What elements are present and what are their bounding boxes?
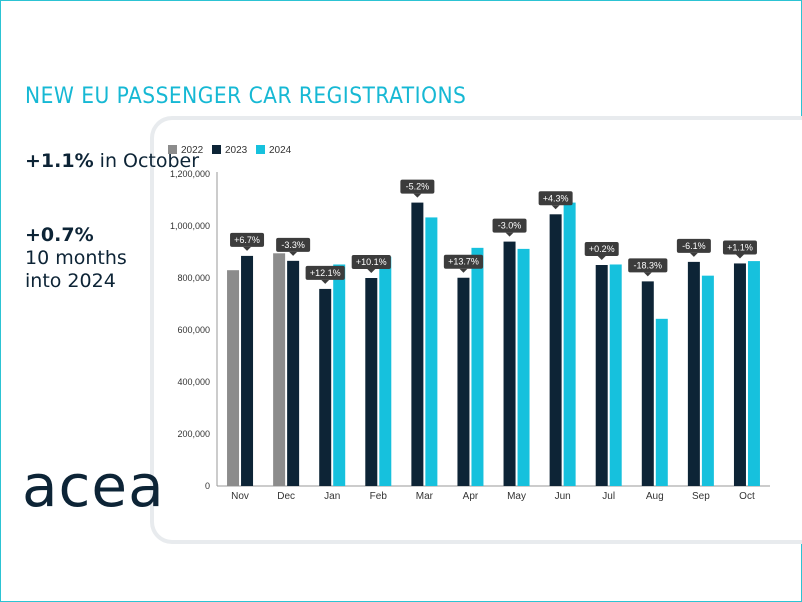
annotation-label-jan: +12.1% [310, 268, 341, 278]
annotation-box-jun [538, 191, 573, 206]
ytd-growth-value: +0.7% [25, 224, 94, 246]
legend-swatch-2023 [212, 145, 221, 154]
annotation-pointer-dec [289, 251, 298, 256]
x-tick-label-nov: Nov [231, 491, 249, 502]
x-tick-label-mar: Mar [416, 491, 434, 502]
bar-oct-2024 [747, 261, 760, 486]
bar-jun-2024 [563, 202, 576, 486]
legend-swatch-2022 [168, 145, 177, 154]
bar-jan-2023 [319, 288, 332, 486]
x-tick-label-jan: Jan [324, 491, 340, 502]
bar-dec-2023 [287, 260, 300, 486]
annotation-pointer-mar [413, 193, 422, 198]
october-growth-stat: +1.1% in October [25, 150, 199, 173]
bar-jan-2024 [333, 264, 346, 486]
ytd-growth-label-2: into 2024 [25, 270, 116, 292]
bar-feb-2023 [365, 278, 378, 486]
x-tick-label-jun: Jun [555, 491, 571, 502]
annotation-pointer-sep [689, 252, 698, 257]
legend-label-2022: 2022 [181, 145, 204, 156]
x-tick-label-may: May [507, 491, 526, 502]
x-tick-label-aug: Aug [646, 491, 664, 502]
annotation-label-nov: +6.7% [234, 235, 260, 245]
y-tick-label: 800,000 [177, 273, 210, 283]
bar-feb-2024 [379, 256, 392, 486]
bar-jun-2023 [549, 214, 562, 487]
y-tick-label: 0 [205, 481, 210, 491]
bar-apr-2023 [457, 277, 470, 486]
chart-title: NEW EU PASSENGER CAR REGISTRATIONS [25, 84, 467, 109]
x-tick-label-feb: Feb [370, 491, 388, 502]
bar-aug-2023 [641, 281, 654, 486]
annotation-label-jun: +4.3% [543, 193, 569, 203]
annotation-pointer-jul [597, 256, 606, 260]
x-tick-label-apr: Apr [463, 491, 479, 502]
bar-nov-2022 [227, 270, 240, 486]
acea-logo: acea [22, 452, 165, 520]
bar-may-2023 [503, 241, 516, 486]
x-tick-label-dec: Dec [277, 491, 295, 502]
annotation-pointer-jan [321, 279, 330, 284]
bar-dec-2022 [273, 253, 286, 486]
annotation-box-sep [676, 238, 711, 253]
bar-may-2024 [517, 248, 530, 486]
annotation-box-apr [443, 254, 484, 269]
legend-label-2024: 2024 [269, 145, 292, 156]
annotation-label-mar: -5.2% [406, 182, 430, 192]
annotation-box-may [492, 218, 527, 233]
bar-nov-2023 [241, 255, 254, 486]
annotation-label-feb: +10.1% [356, 257, 387, 267]
october-growth-value: +1.1% [25, 150, 94, 172]
x-tick-label-oct: Oct [739, 491, 755, 502]
annotation-box-mar [400, 179, 435, 194]
y-tick-label: 1,200,000 [170, 169, 210, 179]
annotation-label-dec: -3.3% [281, 240, 305, 250]
annotation-box-oct [722, 240, 757, 255]
bar-sep-2023 [687, 261, 700, 486]
annotation-label-apr: +13.7% [448, 257, 479, 267]
y-tick-label: 600,000 [177, 325, 210, 335]
legend-swatch-2024 [256, 145, 265, 154]
bar-apr-2024 [471, 247, 484, 486]
annotation-pointer-oct [735, 254, 744, 259]
bar-oct-2023 [733, 263, 746, 486]
bar-mar-2024 [425, 217, 438, 487]
y-tick-label: 1,000,000 [170, 221, 210, 231]
annotation-pointer-jun [551, 205, 560, 210]
annotation-box-jul [584, 242, 619, 256]
annotation-box-dec [276, 237, 311, 252]
annotation-label-may: -3.0% [498, 221, 522, 231]
x-tick-label-jul: Jul [602, 491, 615, 502]
legend-label-2023: 2023 [225, 145, 248, 156]
bar-jul-2023 [595, 265, 608, 486]
annotation-label-jul: +0.2% [589, 244, 615, 254]
bar-mar-2023 [411, 202, 424, 486]
annotation-box-nov [230, 232, 265, 247]
annotation-box-aug [628, 258, 668, 273]
annotation-pointer-nov [243, 246, 252, 251]
ytd-growth-label-1: 10 months [25, 247, 127, 269]
annotation-box-jan [305, 265, 345, 280]
y-tick-label: 200,000 [177, 429, 210, 439]
annotation-pointer-aug [643, 272, 652, 277]
annotation-label-sep: -6.1% [682, 241, 706, 251]
october-growth-label: in October [93, 150, 200, 172]
x-tick-label-sep: Sep [692, 491, 710, 502]
annotation-pointer-apr [459, 268, 468, 273]
bar-jul-2024 [609, 264, 622, 486]
bar-aug-2024 [655, 318, 668, 486]
ytd-growth-stat: +0.7% 10 months into 2024 [25, 224, 127, 293]
bar-sep-2024 [701, 275, 714, 486]
annotation-label-oct: +1.1% [727, 242, 753, 252]
annotation-label-aug: -18.3% [634, 260, 663, 270]
y-tick-label: 400,000 [177, 377, 210, 387]
annotation-pointer-may [505, 232, 514, 237]
annotation-box-feb [351, 255, 391, 269]
annotation-pointer-feb [367, 269, 376, 273]
